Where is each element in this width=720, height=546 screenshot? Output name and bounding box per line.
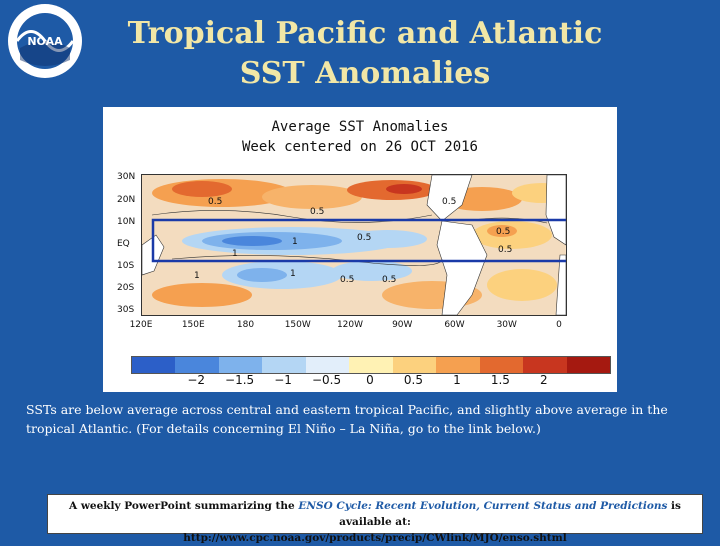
logo-text: NOAA [27, 35, 63, 48]
latitude-label: 10N [117, 217, 136, 227]
colorbar-label: 2 [539, 373, 548, 387]
colorbar-swatch [436, 357, 480, 373]
colorbar-swatch [175, 357, 219, 373]
longitude-label: 0 [556, 320, 562, 330]
contour-label: 0.5 [496, 227, 511, 237]
colorbar-label: 1.5 [490, 373, 510, 387]
contour-label: 0.5 [340, 275, 355, 285]
description-text: SSTs are below average across central an… [26, 402, 668, 436]
colorbar-label: −2 [187, 373, 206, 387]
colorbar-label: −1.5 [225, 373, 255, 387]
contour-label: 0.5 [382, 275, 397, 285]
latitude-label: 30N [117, 172, 136, 182]
latitude-label: 30S [117, 305, 135, 315]
colorbar-swatch [262, 357, 306, 373]
footer-url-text[interactable]: http://www.cpc.noaa.gov/products/precip/… [183, 532, 567, 544]
contour-label: 1 [290, 269, 296, 279]
footer-line-1: A weekly PowerPoint summarizing the ENSO… [48, 498, 702, 530]
map-title: Average SST Anomalies Week centered on 2… [103, 117, 617, 157]
latitude-label: EQ [117, 239, 130, 249]
contour-label: 0.5 [498, 245, 513, 255]
longitude-label: 90W [392, 320, 413, 330]
contour-label: 1 [194, 271, 200, 281]
colorbar [131, 356, 611, 374]
colorbar-swatch [349, 357, 393, 373]
longitude-label: 30W [496, 320, 517, 330]
footer-suffix: is available at: [339, 500, 681, 528]
longitude-label: 120W [336, 320, 364, 330]
nino-highlight-box [151, 218, 566, 263]
colorbar-swatch [132, 357, 176, 373]
map-title-line-1: Average SST Anomalies [271, 119, 449, 135]
latitude-label: 20S [117, 283, 135, 293]
colorbar-label: −0.5 [311, 373, 342, 387]
colorbar-label: 1 [453, 373, 461, 387]
sst-anomaly-map: Average SST Anomalies Week centered on 2… [103, 107, 617, 392]
anomaly-field [142, 175, 566, 315]
footer-url[interactable]: http://www.cpc.noaa.gov/products/precip/… [48, 530, 702, 546]
colorbar-swatch [218, 357, 263, 373]
contour-label: 1 [292, 237, 298, 247]
footer-prefix: A weekly PowerPoint summarizing the [69, 500, 299, 512]
longitude-label: 150E [181, 320, 205, 330]
longitude-label: 120E [129, 320, 153, 330]
contour-label: 1 [232, 249, 238, 259]
longitude-label: 150W [284, 320, 311, 330]
latitude-label: 10S [117, 261, 135, 271]
colorbar-label: −1 [274, 373, 292, 387]
colorbar-swatch [305, 357, 350, 373]
title-line-1: Tropical Pacific and Atlantic [127, 16, 603, 51]
colorbar-swatch [566, 357, 610, 373]
latitude-label: 20N [117, 195, 136, 205]
map-area: 0.5 0.5 0.5 1 0.5 0.5 0.5 1 1 0.5 0.5 1 [141, 174, 567, 316]
colorbar-swatch [479, 357, 524, 373]
map-title-line-2: Week centered on 26 OCT 2016 [241, 139, 478, 155]
contour-label: 0.5 [208, 197, 223, 207]
footer-box: A weekly PowerPoint summarizing the ENSO… [47, 494, 703, 544]
longitude-label: 180 [236, 320, 255, 330]
contour-label: 0.5 [357, 233, 372, 243]
longitude-label: 60W [444, 320, 465, 330]
contour-label: 0.5 [310, 207, 325, 217]
title-line-2: SST Anomalies [239, 56, 491, 91]
colorbar-swatch [392, 357, 437, 373]
page-title: Tropical Pacific and Atlantic SST Anomal… [100, 14, 630, 94]
colorbar-label: 0.5 [403, 373, 423, 387]
footer-italic: ENSO Cycle: Recent Evolution, Current St… [298, 500, 668, 512]
contour-label: 0.5 [442, 197, 457, 207]
colorbar-label: 0 [366, 373, 374, 387]
colorbar-swatch [523, 357, 567, 373]
noaa-logo: NOAA [8, 4, 82, 78]
